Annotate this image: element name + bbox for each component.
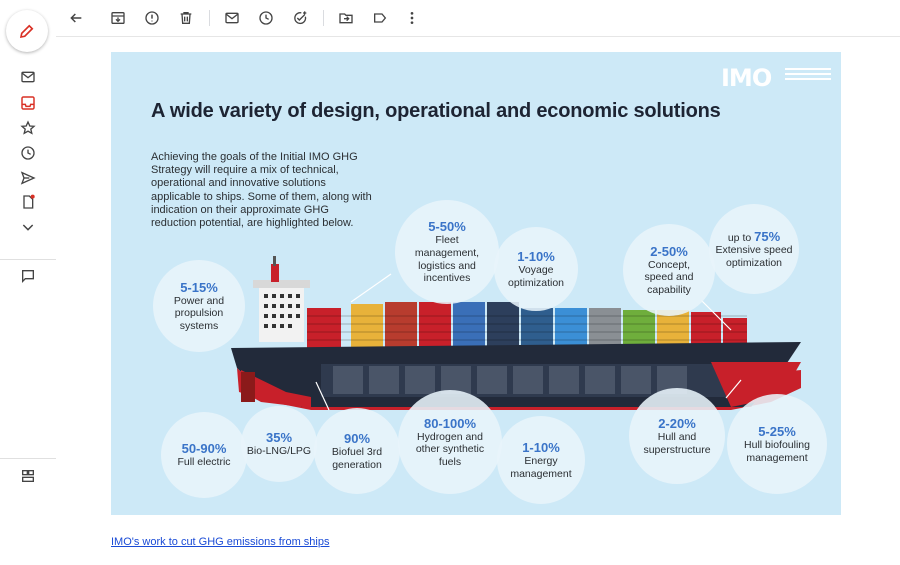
imo-article-link[interactable]: IMO's work to cut GHG emissions from shi…	[111, 536, 330, 548]
infographic-title: A wide variety of design, operational an…	[151, 100, 721, 122]
label-icon[interactable]	[370, 8, 390, 28]
rail-divider	[0, 458, 56, 459]
bubble-full-electric: 50-90% Full electric	[161, 412, 247, 498]
more-vertical-icon[interactable]	[402, 8, 422, 28]
bubble-hull-biofouling: 5-25% Hull biofouling management	[727, 394, 827, 494]
apps-icon[interactable]	[18, 466, 38, 486]
delete-icon[interactable]	[176, 8, 196, 28]
clock-icon[interactable]	[18, 143, 38, 163]
bubble-fleet-management: 5-50% Fleet management, logistics and in…	[395, 200, 499, 304]
mark-unread-icon[interactable]	[222, 8, 242, 28]
add-task-icon[interactable]	[290, 8, 310, 28]
left-rail	[0, 0, 56, 565]
snooze-icon[interactable]	[256, 8, 276, 28]
inbox-icon[interactable]	[18, 93, 38, 113]
imo-logo: IMO	[711, 64, 841, 92]
bubble-voyage-optimization: 1-10% Voyage optimization	[494, 227, 578, 311]
container-ship-illustration	[231, 256, 801, 411]
bubble-extensive-speed: up to 75% Extensive speed optimization	[709, 204, 799, 294]
archive-icon[interactable]	[108, 8, 128, 28]
star-icon[interactable]	[18, 118, 38, 138]
bubble-energy-management: 1-10% Energy management	[497, 416, 585, 504]
back-arrow-icon[interactable]	[66, 8, 86, 28]
chat-icon[interactable]	[18, 266, 38, 286]
send-icon[interactable]	[18, 168, 38, 188]
infographic-image: IMO A wide variety of design, operationa…	[111, 52, 841, 515]
message-toolbar	[56, 0, 900, 37]
toolbar-divider	[209, 10, 210, 26]
rail-divider	[0, 259, 56, 260]
draft-icon[interactable]	[18, 192, 38, 212]
report-spam-icon[interactable]	[142, 8, 162, 28]
pencil-icon	[19, 24, 34, 39]
compose-button[interactable]	[6, 10, 48, 52]
bubble-power-propulsion: 5-15% Power and propulsion systems	[153, 260, 245, 352]
mail-icon[interactable]	[18, 67, 38, 87]
bubble-bio-lng: 35% Bio-LNG/LPG	[241, 406, 317, 482]
bubble-hull-superstructure: 2-20% Hull and superstructure	[629, 388, 725, 484]
infographic-intro: Achieving the goals of the Initial IMO G…	[151, 151, 372, 230]
bubble-hydrogen: 80-100% Hydrogen and other synthetic fue…	[398, 390, 502, 494]
chevron-down-icon[interactable]	[18, 217, 38, 237]
bubble-concept-speed: 2-50% Concept, speed and capability	[623, 224, 715, 316]
toolbar-divider	[323, 10, 324, 26]
bubble-biofuel: 90% Biofuel 3rd generation	[314, 408, 400, 494]
move-to-icon[interactable]	[336, 8, 356, 28]
